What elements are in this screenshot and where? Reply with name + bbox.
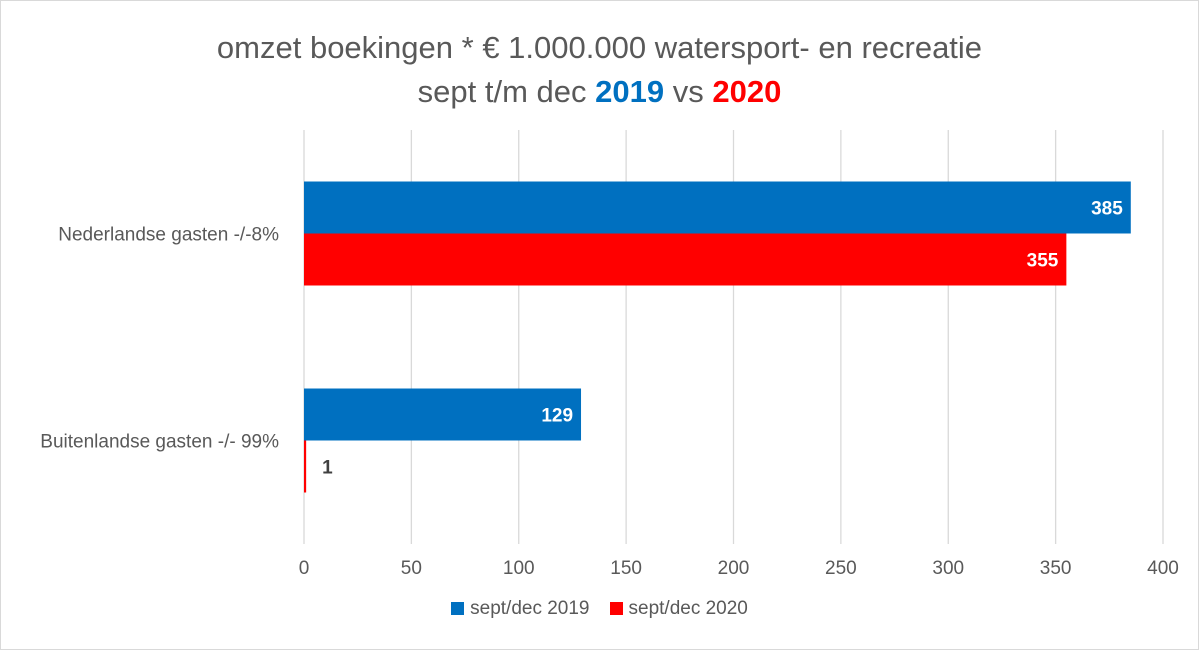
title-year-2020: 2020 [712,74,782,109]
x-tick-label: 50 [401,558,422,579]
title-line-2-mid: vs [664,74,713,109]
x-tick-label: 350 [1040,558,1072,579]
title-year-2019: 2019 [595,74,665,109]
chart-title: omzet boekingen * € 1.000.000 watersport… [0,26,1199,114]
x-tick-label: 300 [932,558,964,579]
chart-legend: sept/dec 2019 sept/dec 2020 [0,598,1199,620]
legend-item: sept/dec 2019 [451,598,590,620]
data-label: 355 [1027,251,1059,272]
x-tick-label: 400 [1147,558,1179,579]
x-tick-label: 200 [718,558,750,579]
data-label: 385 [1091,199,1123,220]
data-label: 1 [322,458,333,479]
bar [304,181,1131,234]
legend-label: sept/dec 2020 [628,598,748,619]
title-line-2-prefix: sept t/m dec [417,74,596,109]
legend-swatch [451,602,465,615]
bar [304,233,1067,286]
bar [304,388,582,441]
x-tick-label: 100 [503,558,535,579]
legend-label: sept/dec 2019 [470,598,590,619]
x-tick-label: 250 [825,558,857,579]
category-label: Nederlandse gasten -/-8% [58,225,279,246]
x-tick-label: 150 [610,558,642,579]
data-label: 129 [541,406,573,427]
title-line-1: omzet boekingen * € 1.000.000 watersport… [216,30,983,65]
legend-item: sept/dec 2020 [609,598,748,620]
category-label: Buitenlandse gasten -/- 99% [40,432,279,453]
title-line-2: sept t/m dec 2019 vs 2020 [0,70,1199,114]
x-tick-label: 0 [299,558,310,579]
legend-swatch [609,602,623,615]
bar [304,440,307,493]
